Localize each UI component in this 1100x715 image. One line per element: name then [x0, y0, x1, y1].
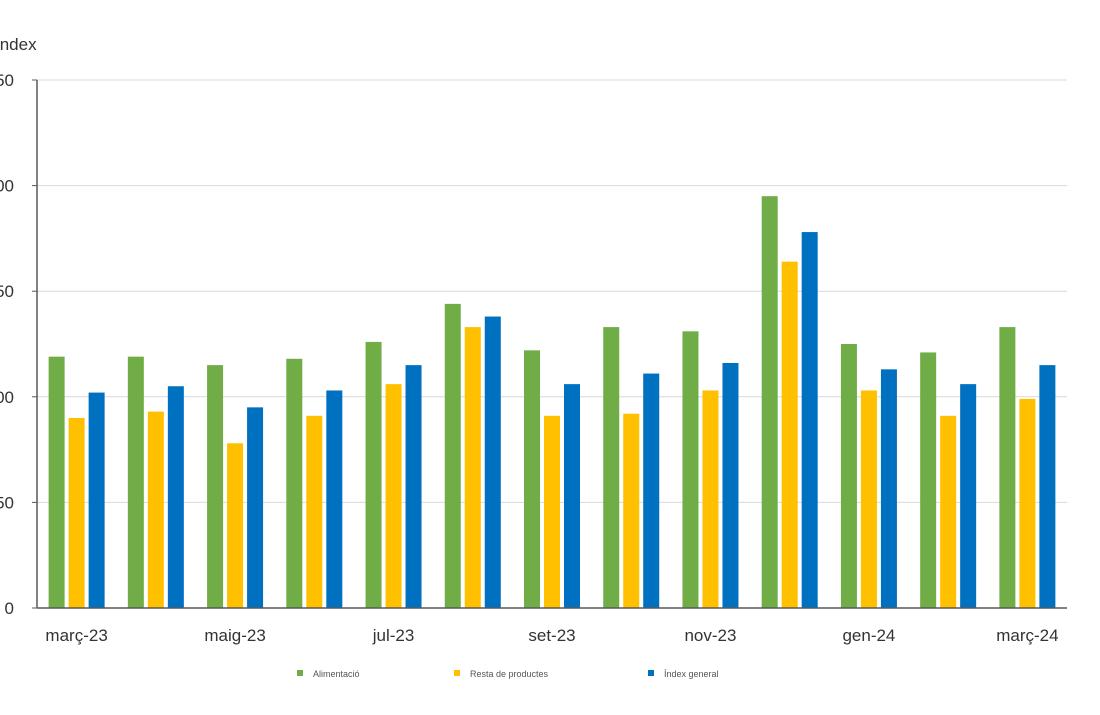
- bar: [801, 232, 818, 608]
- bar: [286, 358, 303, 608]
- bar: [623, 413, 640, 608]
- axes: [32, 79, 1067, 609]
- legend-label: Índex general: [664, 669, 719, 679]
- bar: [306, 415, 323, 608]
- legend-swatch: [648, 670, 654, 676]
- legend-swatch: [297, 670, 303, 676]
- bar: [682, 331, 699, 608]
- bar: [643, 373, 660, 608]
- bar: [405, 365, 422, 608]
- bar: [127, 356, 144, 608]
- bar: [464, 327, 481, 608]
- x-tick-label: set-23: [528, 626, 575, 645]
- bar: [167, 386, 184, 608]
- y-tick-label: 200: [0, 177, 14, 196]
- bar: [227, 443, 244, 608]
- bar: [860, 390, 877, 608]
- y-tick-label: 100: [0, 388, 14, 407]
- y-axis-label: Índex: [0, 35, 37, 54]
- y-tick-label: 0: [5, 599, 14, 618]
- x-tick-label: març-24: [996, 626, 1058, 645]
- bar: [880, 369, 897, 608]
- bar: [722, 363, 739, 608]
- y-tick-label: 50: [0, 493, 14, 512]
- x-tick-label: nov-23: [684, 626, 736, 645]
- x-tick-labels: març-23 maig-23 jul-23 set-23 nov-23 gen-24 ma…: [45, 626, 1058, 645]
- bar: [147, 411, 164, 608]
- bar: [48, 356, 65, 608]
- bar: [702, 390, 719, 608]
- y-tick-labels: 0 50 100 150 200 250: [0, 71, 14, 618]
- bar: [544, 415, 560, 608]
- y-tick-label: 250: [0, 71, 14, 90]
- legend-label: Resta de productes: [470, 669, 549, 679]
- bar: [484, 316, 501, 608]
- bar: [781, 261, 798, 608]
- bars: [48, 196, 1056, 608]
- bar: [1019, 398, 1036, 608]
- bar: [68, 417, 85, 608]
- x-tick-label: gen-24: [842, 626, 895, 645]
- legend-label: Alimentació: [313, 669, 360, 679]
- x-tick-label: maig-23: [204, 626, 265, 645]
- bar: [365, 341, 382, 608]
- bar: [247, 407, 264, 608]
- bar: [940, 415, 957, 608]
- bar: [564, 384, 580, 608]
- bar: [207, 365, 224, 608]
- bar: [999, 327, 1016, 608]
- bar: [88, 392, 105, 608]
- bar: [960, 384, 977, 608]
- bar: [444, 303, 461, 608]
- bar: [603, 327, 620, 608]
- bar: [524, 350, 540, 608]
- bar: [761, 196, 778, 608]
- legend: Alimentació Resta de productes Índex gener…: [297, 669, 719, 679]
- x-tick-label: jul-23: [372, 626, 415, 645]
- bar: [385, 384, 402, 608]
- bar: [840, 344, 857, 608]
- y-tick-label: 150: [0, 282, 14, 301]
- bar: [1039, 365, 1056, 608]
- x-tick-label: març-23: [45, 626, 107, 645]
- bar: [920, 352, 937, 608]
- bar: [326, 390, 343, 608]
- legend-swatch: [454, 670, 460, 676]
